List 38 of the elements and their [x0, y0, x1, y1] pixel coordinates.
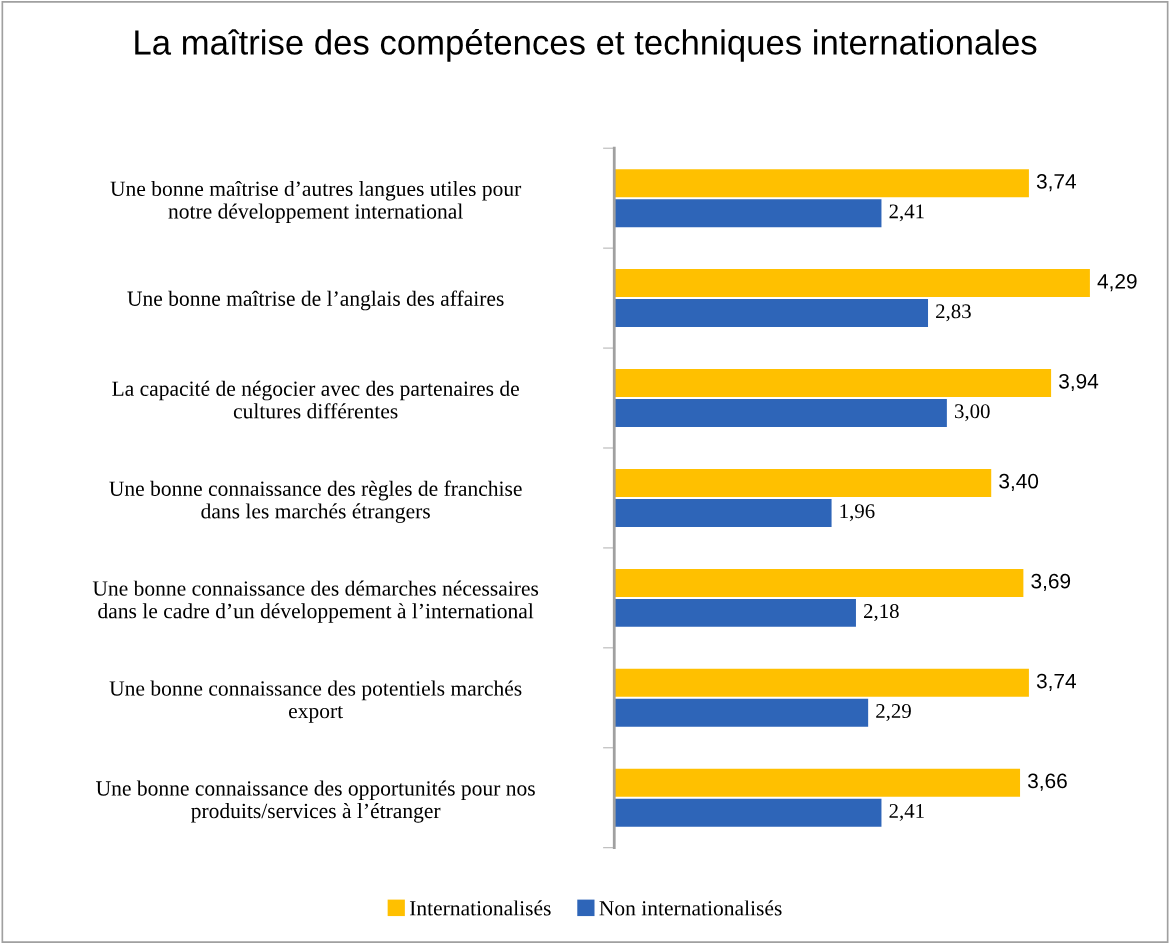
data-label: 3,74: [1036, 673, 1076, 691]
data-label: 4,29: [1097, 273, 1137, 292]
bar: [614, 768, 1021, 797]
data-label: 1,96: [840, 504, 875, 522]
y-tick-label: Une bonne connaissance des règles de franchise dans les marchés étrangers: [109, 480, 522, 523]
bar: [614, 169, 1029, 198]
data-label: 3,74: [1036, 174, 1076, 192]
bar: [614, 269, 1090, 298]
data-label: 2,29: [876, 704, 911, 722]
bar: [614, 199, 882, 228]
bar: [614, 399, 947, 428]
data-label: 2,41: [889, 803, 924, 821]
data-label: 2,18: [864, 604, 899, 622]
data-label: 3,00: [955, 404, 990, 422]
bar: [614, 468, 992, 497]
legend-label: Internationalisés: [409, 900, 551, 916]
bar: [614, 668, 1029, 697]
y-tick-label: Une bonne maîtrise de l’anglais des affaires: [127, 290, 504, 311]
bar: [614, 498, 832, 527]
chart-title: La maîtrise des compétences et techniques internationales: [135, 28, 1037, 62]
data-label: 3,69: [1031, 573, 1071, 591]
bar: [614, 698, 869, 727]
legend-label: Non internationalisés: [599, 900, 782, 916]
y-tick-label: Une bonne maîtrise d’autres langues utiles pour notre développement international: [110, 180, 522, 224]
data-label: 3,40: [999, 473, 1039, 492]
y-tick-label: La capacité de négocier avec des partenaires de cultures différentes: [112, 380, 519, 419]
data-label: 2,83: [936, 304, 971, 322]
bar: [614, 798, 882, 827]
bar: [614, 299, 929, 328]
data-label: 3,94: [1059, 373, 1099, 392]
data-label: 2,41: [889, 204, 924, 222]
data-label: 3,66: [1027, 773, 1067, 791]
bar: [614, 598, 856, 627]
bar: [614, 369, 1052, 398]
bar: [614, 568, 1024, 597]
y-tick-label: Une bonne connaissance des potentiels marchés export: [109, 680, 522, 723]
y-tick-label: Une bonne connaissance des opportunités pour nos produits/services à l’étranger: [96, 780, 535, 823]
y-tick-label: Une bonne connaissance des démarches nécessaires dans le cadre d’un développement à l’international: [92, 580, 539, 623]
